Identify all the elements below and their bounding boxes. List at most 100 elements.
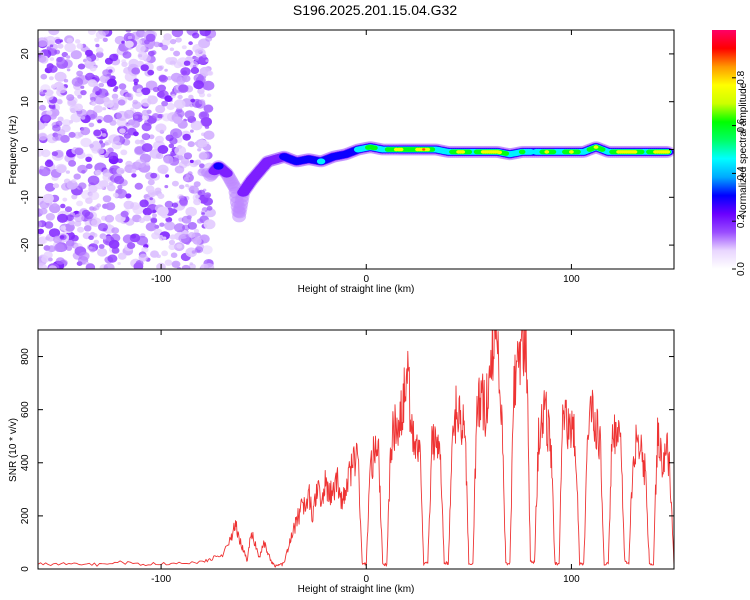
heatmap-noise-cell [138, 253, 148, 262]
heatmap-noise-cell [103, 96, 110, 103]
heatmap-noise-cell [152, 209, 157, 213]
heatmap-noise-cell [98, 244, 105, 249]
heatmap-noise-cell [104, 214, 115, 223]
heatmap-noise-cell [87, 109, 94, 115]
heatmap-noise-cell [149, 197, 153, 201]
heatmap-noise-cell [168, 243, 176, 251]
heatmap-noise-cell [188, 94, 194, 100]
spectrogram-ridge-layer [203, 141, 674, 223]
heatmap-noise-cell [67, 99, 77, 107]
heatmap-noise-cell [108, 134, 120, 144]
heatmap-noise-cell [63, 78, 69, 83]
colorbar-tick-label: 0.2 [736, 214, 747, 228]
heatmap-noise-cell [191, 250, 196, 254]
colorbar-gradient [712, 30, 736, 269]
heatmap-noise-cell [145, 162, 150, 166]
snr-series-line [38, 330, 674, 568]
heatmap-noise-cell [131, 67, 141, 75]
heatmap-noise-cell [120, 149, 128, 156]
heatmap-noise-cell [193, 198, 202, 206]
heatmap-noise-cell [130, 31, 141, 40]
y-tick-label: 800 [20, 348, 31, 365]
heatmap-noise-cell [159, 222, 165, 227]
heatmap-noise-cell [125, 30, 132, 33]
heatmap-noise-cell [156, 206, 169, 217]
heatmap-noise-cell [51, 106, 56, 110]
heatmap-noise-cell [164, 221, 176, 231]
heatmap-noise-cell [74, 103, 83, 112]
heatmap-noise-cell [198, 99, 206, 105]
heatmap-noise-cell [44, 182, 56, 192]
heatmap-noise-cell [51, 111, 57, 116]
heatmap-noise-cell [130, 234, 137, 239]
y-tick-label: 600 [20, 401, 31, 418]
heatmap-noise-cell [173, 99, 186, 109]
heatmap-noise-cell [161, 250, 169, 257]
heatmap-noise-cell [52, 202, 58, 207]
heatmap-noise-cell [202, 54, 207, 58]
heatmap-noise-cell [85, 263, 96, 269]
heatmap-noise-cell [163, 33, 172, 41]
heatmap-noise-cell [120, 170, 125, 174]
heatmap-noise-cell [55, 257, 65, 265]
heatmap-ridge-cell [213, 162, 224, 170]
heatmap-noise-cell [66, 94, 75, 101]
heatmap-noise-cell [102, 37, 108, 42]
heatmap-ridge-cell [371, 145, 378, 151]
heatmap-noise-cell [57, 116, 64, 122]
heatmap-noise-cell [77, 164, 88, 174]
heatmap-noise-cell [73, 213, 85, 223]
heatmap-noise-cell [87, 79, 98, 87]
heatmap-noise-cell [45, 236, 51, 241]
heatmap-noise-cell [66, 37, 74, 44]
heatmap-noise-cell [108, 152, 119, 161]
heatmap-noise-cell [48, 30, 60, 36]
heatmap-ridge-cell [465, 149, 473, 155]
heatmap-noise-cell [98, 30, 110, 36]
heatmap-noise-cell [102, 69, 112, 77]
heatmap-noise-cell [65, 55, 71, 59]
heatmap-noise-cell [196, 218, 204, 224]
x-tick-label: 0 [363, 574, 369, 585]
heatmap-noise-cell [49, 44, 54, 48]
heatmap-ridge-cell [574, 149, 581, 155]
heatmap-noise-cell [88, 235, 94, 240]
snr-frame [37, 329, 675, 570]
heatmap-noise-cell [127, 119, 136, 126]
heatmap-noise-cell [165, 174, 170, 178]
heatmap-noise-cell [120, 210, 129, 218]
heatmap-noise-cell [95, 43, 100, 48]
heatmap-noise-cell [112, 192, 119, 198]
heatmap-noise-cell [97, 248, 108, 257]
heatmap-noise-cell [127, 242, 136, 250]
heatmap-noise-cell [57, 85, 67, 94]
colorbar-axis: 0.0 0.2 0.4 0.6 0.8 [732, 70, 747, 276]
heatmap-noise-cell [155, 135, 164, 144]
heatmap-noise-cell [135, 44, 146, 53]
heatmap-noise-cell [157, 114, 163, 119]
heatmap-noise-cell [152, 213, 157, 218]
heatmap-noise-cell [189, 159, 194, 164]
heatmap-noise-cell [150, 172, 158, 179]
heatmap-noise-cell [95, 91, 101, 96]
heatmap-noise-cell [171, 260, 181, 268]
heatmap-noise-cell [64, 206, 73, 213]
heatmap-noise-cell [147, 179, 155, 186]
heatmap-noise-cell [169, 38, 177, 45]
heatmap-noise-cell [86, 163, 93, 169]
heatmap-noise-cell [200, 111, 208, 118]
heatmap-noise-cell [203, 130, 215, 140]
heatmap-noise-cell [156, 65, 163, 72]
heatmap-noise-cell [38, 132, 48, 141]
heatmap-noise-cell [203, 104, 214, 113]
heatmap-noise-cell [83, 225, 92, 232]
heatmap-noise-cell [141, 246, 149, 253]
spectrogram-y-label: Frequency (Hz) [8, 116, 19, 185]
heatmap-noise-cell [134, 146, 145, 155]
heatmap-noise-cell [164, 259, 173, 266]
heatmap-noise-cell [85, 197, 93, 204]
heatmap-ridge-cell [593, 145, 599, 149]
heatmap-noise-cell [90, 96, 96, 102]
heatmap-noise-cell [176, 243, 183, 249]
heatmap-noise-cell [80, 137, 92, 148]
